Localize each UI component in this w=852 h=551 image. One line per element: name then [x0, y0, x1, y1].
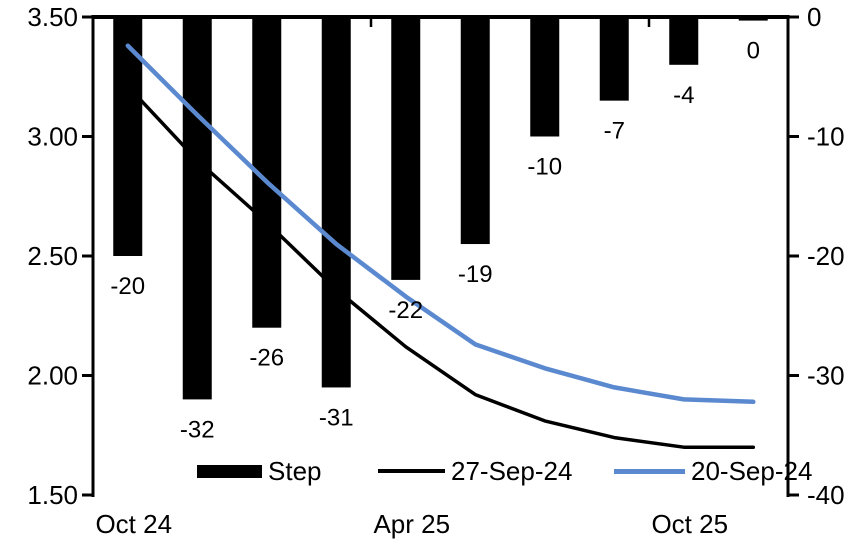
left-axis-tick — [82, 374, 93, 377]
bar — [460, 15, 490, 245]
left-axis-tick-label: 3.50 — [27, 2, 78, 32]
bar-data-label: -7 — [604, 118, 625, 145]
right-axis-tick-label: -20 — [807, 241, 845, 271]
category-tick — [647, 17, 651, 27]
bar-data-label: -31 — [319, 404, 354, 431]
bar — [530, 15, 560, 137]
right-axis-tick-label: -10 — [807, 122, 845, 152]
bar — [391, 15, 421, 280]
category-tick — [91, 17, 95, 27]
right-axis-tick-label: 0 — [807, 2, 821, 32]
bar-data-label: -22 — [388, 297, 423, 324]
x-axis-tick-label: Oct 25 — [651, 509, 728, 539]
bar-data-label: -10 — [527, 154, 562, 181]
right-axis-tick — [788, 15, 799, 19]
bar-data-label: -4 — [673, 82, 694, 109]
bar — [599, 15, 629, 101]
category-tick — [369, 17, 373, 27]
line-20-sep-24 — [125, 43, 756, 405]
right-axis-tick-label: -30 — [807, 361, 845, 391]
bar — [182, 15, 212, 400]
x-axis-tick-label: Oct 24 — [95, 509, 172, 539]
left-axis-tick — [82, 135, 93, 138]
right-axis-tick — [788, 493, 799, 497]
right-axis-tick — [788, 135, 799, 138]
left-axis-tick-label: 2.50 — [27, 241, 78, 271]
bar-data-label: -26 — [249, 345, 284, 372]
right-axis-tick-label: -40 — [807, 480, 845, 510]
bar — [113, 15, 143, 256]
left-axis-tick — [82, 493, 93, 497]
x-axis-tick-label: Apr 25 — [373, 509, 450, 539]
right-axis-tick — [788, 254, 799, 258]
bar-data-label: -32 — [180, 416, 215, 443]
left-axis-tick-label: 2.00 — [27, 361, 78, 391]
left-axis-tick-label: 3.00 — [27, 122, 78, 152]
bar-data-label: -20 — [110, 273, 145, 300]
right-axis-tick — [788, 374, 799, 377]
bar-data-label: -19 — [458, 261, 493, 288]
left-axis-tick — [82, 15, 93, 19]
bar — [669, 15, 699, 65]
bar — [321, 15, 351, 388]
left-axis-tick-label: 1.50 — [27, 480, 78, 510]
line-27-sep-24 — [126, 84, 756, 449]
left-axis-tick — [82, 254, 93, 258]
bar-data-label: 0 — [747, 38, 760, 65]
zero-line — [91, 15, 790, 19]
